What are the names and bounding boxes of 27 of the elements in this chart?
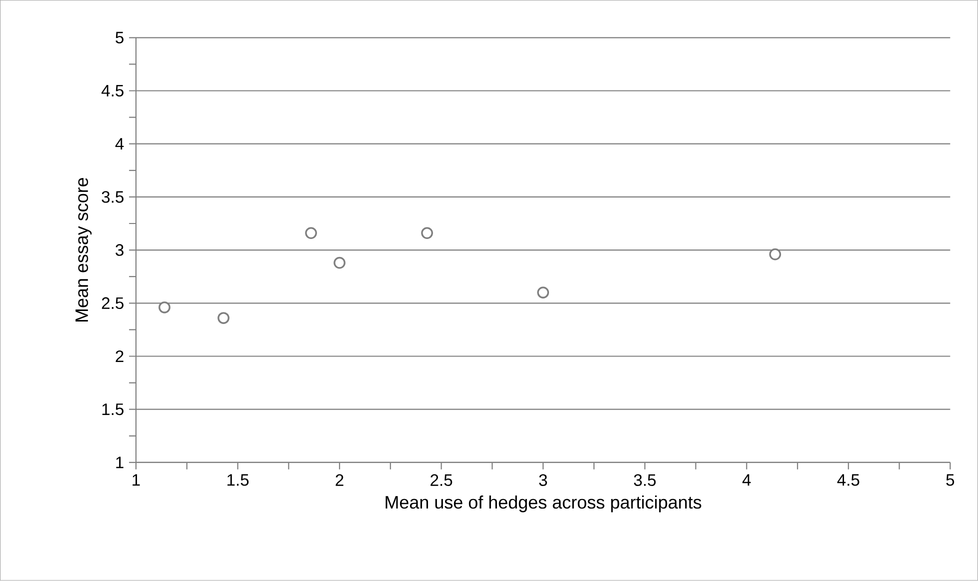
y-tick-label: 4.5 <box>102 85 124 97</box>
y-tick-label: 3.5 <box>102 191 124 203</box>
point <box>334 256 346 269</box>
x-tick-label: 4.5 <box>837 474 860 486</box>
x-tick-label: 5 <box>946 474 954 486</box>
y-tick-label: 2 <box>116 350 124 362</box>
x-tick-label: 4 <box>742 474 751 486</box>
point <box>218 312 230 324</box>
x-tick-label: 1.5 <box>227 474 249 486</box>
y-axis-title: Mean essay score <box>76 178 92 322</box>
y-tick-label: 2.5 <box>102 297 124 310</box>
y-tick-label: 4 <box>115 138 124 150</box>
x-axis-title: Mean use of hedges across participants <box>386 496 702 512</box>
x-tick-label: 1 <box>132 474 140 486</box>
x-tick-label: 3.5 <box>634 474 656 486</box>
point <box>305 227 317 240</box>
x-tick-label: 3 <box>539 474 547 486</box>
y-tick-label: 5 <box>116 32 124 44</box>
x-tick-label: 2.5 <box>430 474 452 486</box>
point <box>537 286 550 299</box>
x-tick-label: 2 <box>336 474 344 486</box>
y-tick-label: 3 <box>116 244 124 256</box>
y-tick-label: 1 <box>116 456 124 468</box>
point <box>421 227 434 240</box>
y-tick-label: 1.5 <box>102 404 124 416</box>
point <box>769 248 782 260</box>
point <box>158 302 170 314</box>
